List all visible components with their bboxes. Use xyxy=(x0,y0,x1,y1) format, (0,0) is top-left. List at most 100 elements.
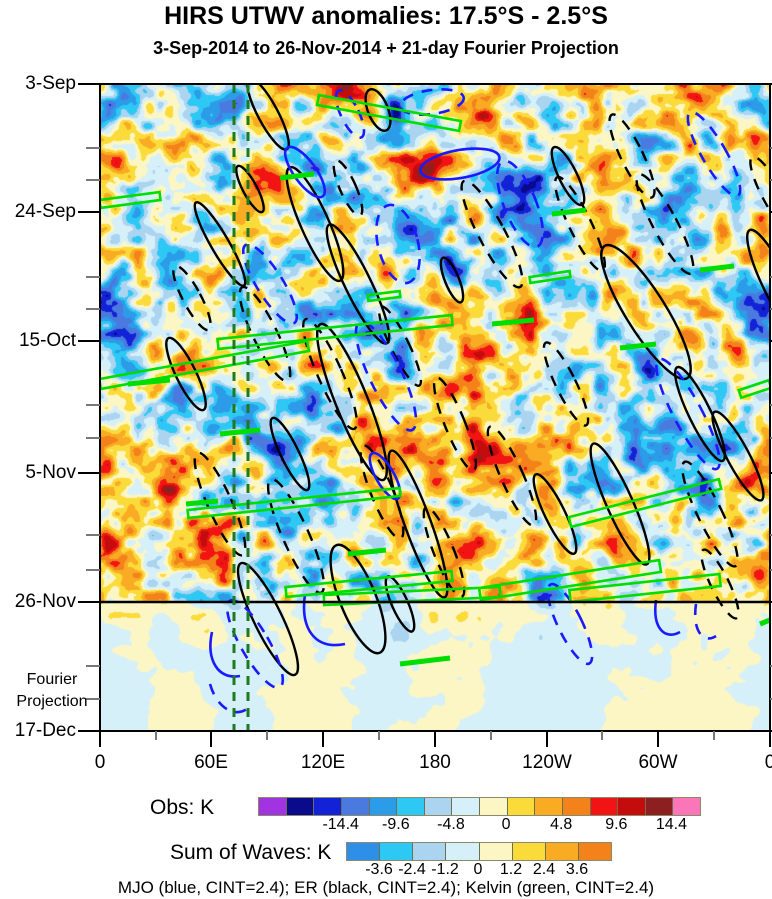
colorbar-swatch-8 xyxy=(480,798,508,815)
mjo-contour-dashed-3 xyxy=(354,320,418,432)
colorbar-tick-label-1: -9.6 xyxy=(382,816,410,833)
y-tick-minor-right xyxy=(770,534,772,536)
y-tick-minor-right xyxy=(770,179,772,181)
obs-colorbar-title: Obs: K xyxy=(150,796,215,819)
er-contour-dashed-4 xyxy=(553,175,607,273)
colorbar-tick-label-1: -2.4 xyxy=(398,861,426,878)
x-tick-major xyxy=(546,731,548,747)
mjo-arc-3 xyxy=(654,599,681,636)
mjo-contour-dashed-4 xyxy=(686,110,742,198)
colorbar-swatch-3 xyxy=(446,843,480,860)
colorbar-tick-label-6: 3.6 xyxy=(565,861,589,878)
kelvin-contour-0 xyxy=(315,93,463,133)
colorbar-tick-label-4: 1.2 xyxy=(499,861,523,878)
x-tick-minor xyxy=(713,731,715,740)
y-tick-major xyxy=(78,730,100,732)
hovmoller-plot xyxy=(100,84,770,731)
colorbar-swatch-4 xyxy=(479,843,513,860)
kelvin-fragment-1 xyxy=(491,317,535,327)
colorbar-swatch-11 xyxy=(562,798,591,815)
colorbar-tick-label-2: -4.8 xyxy=(437,816,465,833)
colorbar-tick-label-2: -1.2 xyxy=(431,861,459,878)
colorbar-swatch-7 xyxy=(578,843,611,860)
y-tick-label-3: 5-Nov xyxy=(25,462,76,483)
y-tick-major xyxy=(78,472,100,474)
x-tick-label-6: 0 xyxy=(764,752,772,773)
x-tick-label-3: 180 xyxy=(419,752,451,773)
er-contour-dashed-0 xyxy=(238,285,292,383)
er-contour-solid-19 xyxy=(550,145,586,207)
y-tick-minor-right xyxy=(770,698,772,700)
y-tick-label-2: 15-Oct xyxy=(18,330,76,351)
er-contour-solid-10 xyxy=(236,561,300,677)
y-tick-major-right xyxy=(770,83,772,85)
er-contour-dashed-6 xyxy=(486,425,538,527)
er-contour-solid-8 xyxy=(235,164,265,214)
er-contour-solid-14 xyxy=(589,442,651,566)
kelvin-fragment-4 xyxy=(219,427,261,437)
colorbar-tick-label-4: 4.8 xyxy=(550,816,573,833)
er-contour-dashed-15 xyxy=(422,506,466,598)
y-tick-minor-right xyxy=(770,437,772,439)
er-contour-dashed-10 xyxy=(193,451,247,557)
x-tick-label-0: 0 xyxy=(94,752,106,773)
x-tick-major xyxy=(322,731,324,747)
mjo-contour-dashed-1 xyxy=(375,203,421,285)
er-contour-dashed-5 xyxy=(432,376,478,472)
kelvin-contour-8 xyxy=(284,569,454,599)
x-tick-minor xyxy=(601,731,603,740)
mjo-contour-dashed-0 xyxy=(241,243,299,325)
y-tick-major-right xyxy=(770,340,772,342)
y-tick-major xyxy=(78,340,100,342)
colorbar-swatch-0 xyxy=(347,843,381,860)
x-tick-minor xyxy=(490,731,492,740)
er-contour-solid-9 xyxy=(329,543,387,655)
kelvin-contour-10 xyxy=(366,289,402,303)
x-tick-label-4: 120W xyxy=(522,752,572,773)
y-tick-major-right xyxy=(770,211,772,213)
fourier-projection-note-line1: Fourier xyxy=(26,671,78,688)
y-tick-minor xyxy=(86,665,100,667)
er-contour-dashed-18 xyxy=(608,113,656,199)
colorbar-swatch-1 xyxy=(286,798,315,815)
er-contour-dashed-3 xyxy=(460,179,524,289)
colorbar-swatch-4 xyxy=(369,798,398,815)
mjo-contour-dashed-2 xyxy=(495,159,545,249)
er-contour-solid-7 xyxy=(269,416,311,492)
y-tick-label-1: 24-Sep xyxy=(14,201,76,222)
kelvin-contour-3 xyxy=(186,486,402,520)
page-subtitle: 3-Sep-2014 to 26-Nov-2014 + 21-day Fouri… xyxy=(153,38,619,58)
colorbar-tick-label-5: 9.6 xyxy=(605,816,628,833)
kelvin-fragment-6 xyxy=(399,655,451,667)
fourier-projection-note-line2: Projection xyxy=(16,693,88,710)
colorbar-tick-label-3: 0 xyxy=(501,816,511,833)
kelvin-contour-6 xyxy=(737,378,770,400)
y-tick-major-right xyxy=(770,472,772,474)
colorbar-tick-label-6: 14.4 xyxy=(655,816,688,833)
colorbar-tick-label-0: -3.6 xyxy=(365,861,393,878)
colorbar-swatch-9 xyxy=(507,798,536,815)
y-tick-label-0: 3-Sep xyxy=(25,73,76,94)
y-tick-minor-right xyxy=(770,276,772,278)
colorbar-swatch-0 xyxy=(259,798,287,815)
kelvin-fragment-5 xyxy=(619,341,657,351)
mjo-arc-4 xyxy=(693,603,717,640)
y-tick-minor xyxy=(86,308,100,310)
y-tick-minor xyxy=(86,534,100,536)
kelvin-fragment-9 xyxy=(759,617,770,627)
er-contour-dashed-19 xyxy=(332,159,364,217)
kelvin-fragment-3 xyxy=(551,207,587,217)
kelvin-fragment-0 xyxy=(279,171,315,181)
kelvin-fragment-7 xyxy=(699,263,735,273)
er-contour-solid-1 xyxy=(285,165,345,283)
mjo-arc-0 xyxy=(302,593,346,647)
kelvin-fragment-10 xyxy=(185,498,219,507)
er-contour-solid-18 xyxy=(165,336,207,412)
er-contour-solid-16 xyxy=(384,575,416,633)
mjo-contour-dashed-7 xyxy=(225,598,285,690)
y-tick-major xyxy=(78,211,100,213)
er-contour-dashed-8 xyxy=(681,460,739,568)
obs-colorbar xyxy=(258,797,701,816)
x-tick-major xyxy=(769,731,771,747)
contour-overlay xyxy=(100,84,770,731)
